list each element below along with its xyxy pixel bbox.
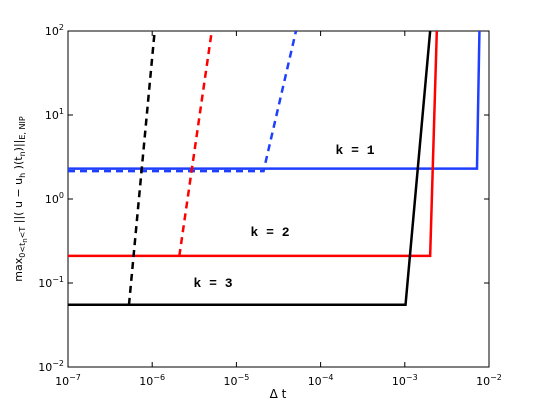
y-label-part: )|| bbox=[12, 140, 25, 152]
x-axis-label: Δ t bbox=[270, 387, 287, 401]
x-tick-label: 10−6 bbox=[139, 373, 165, 388]
y-label-part: )(t bbox=[12, 156, 25, 173]
y-tick-label: 100 bbox=[45, 191, 64, 206]
y-label-part: ||( u − u bbox=[12, 178, 25, 227]
y-label-part: max bbox=[12, 257, 25, 281]
series-line bbox=[68, 31, 439, 258]
series-line bbox=[68, 31, 298, 173]
lines bbox=[68, 31, 481, 307]
series-line bbox=[127, 31, 156, 305]
annotation: k = 2 bbox=[250, 225, 289, 240]
x-tick-label: 10−4 bbox=[308, 373, 334, 388]
x-tick-label: 10−2 bbox=[476, 373, 502, 388]
y-tick-label: 101 bbox=[45, 107, 64, 122]
annotation: k = 1 bbox=[335, 143, 374, 158]
y-label-part: <T bbox=[18, 227, 27, 239]
y-axis-label: max0<tn<T ||( u − uh )(tn)||E, NIP bbox=[12, 116, 29, 282]
y-label-part: n bbox=[21, 238, 29, 242]
y-tick-label: 10−1 bbox=[38, 275, 64, 290]
series-line bbox=[68, 31, 481, 170]
series-line bbox=[68, 31, 432, 307]
series-line bbox=[178, 31, 214, 257]
y-label-part: E, NIP bbox=[18, 116, 27, 139]
x-tick-label: 10−7 bbox=[55, 373, 81, 388]
y-label-part: 0<t bbox=[18, 243, 27, 258]
x-tick-label: 10−5 bbox=[224, 373, 250, 388]
x-tick-label: 10−3 bbox=[392, 373, 418, 388]
y-label-part: h bbox=[18, 173, 27, 178]
y-label-part: n bbox=[18, 151, 27, 156]
y-tick-label: 102 bbox=[45, 23, 64, 38]
y-tick-label: 10−2 bbox=[38, 359, 64, 374]
plot-frame bbox=[67, 30, 490, 368]
annotation: k = 3 bbox=[193, 276, 232, 291]
